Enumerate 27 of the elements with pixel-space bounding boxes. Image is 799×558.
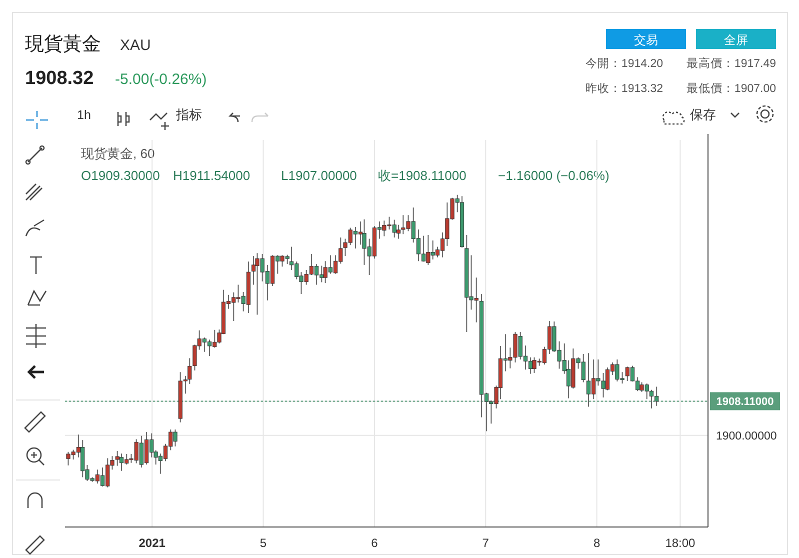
x-tick-label: 2021: [138, 536, 166, 550]
annotation: L1907.00000: [281, 168, 357, 183]
y-tick-label: 1908.11000: [716, 396, 774, 408]
text: 今開：1914.20: [585, 57, 663, 70]
text: 1908.32: [25, 68, 94, 89]
text: 指标: [175, 107, 202, 122]
text: 全屏: [724, 33, 748, 47]
x-tick-label: 5: [260, 536, 267, 550]
text: 保存: [690, 107, 716, 122]
text: 1h: [77, 108, 91, 122]
chart-subtitle: XAU: [120, 37, 151, 54]
text: 最低價：1907.00: [686, 82, 776, 95]
x-tick-label: 7: [482, 536, 490, 550]
x-tick-label: 8: [593, 536, 600, 550]
annotation: 收=1908.11000: [378, 168, 466, 183]
annotation: 现货黄金, 60: [81, 146, 155, 161]
annotation: O1909.30000: [81, 168, 160, 183]
text: 交易: [634, 33, 658, 47]
x-tick-label: 6: [371, 536, 378, 550]
text: 昨收：1913.32: [585, 82, 663, 95]
y-tick-label: 1900.00000: [716, 430, 777, 442]
text: 最高價：1917.49: [686, 56, 776, 70]
annotation: H1911.54000: [173, 168, 250, 183]
annotation: −1.16000 (−0.06%): [498, 168, 610, 183]
text: -5.00(-0.26%): [115, 71, 207, 88]
x-tick-label: 18:00: [665, 536, 696, 550]
chart-title: 現貨黃金: [25, 34, 101, 55]
